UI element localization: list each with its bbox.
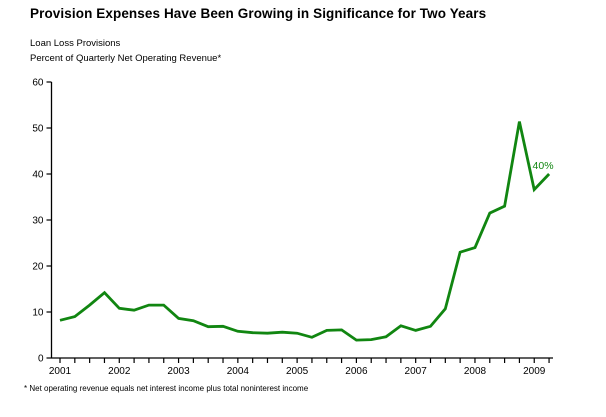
x-axis-year-label: 2004	[227, 366, 250, 377]
y-axis-tick-label: 0	[38, 354, 44, 365]
y-axis-tick-label: 60	[32, 78, 44, 89]
x-axis-year-label: 2001	[49, 366, 72, 377]
chart-title: Provision Expenses Have Been Growing in …	[30, 6, 487, 21]
end-value-label: 40%	[533, 160, 554, 172]
x-axis-year-label: 2007	[405, 366, 428, 377]
y-axis-tick-label: 40	[32, 170, 44, 181]
y-axis-tick-label: 10	[32, 308, 44, 319]
chart-footnote: * Net operating revenue equals net inter…	[24, 384, 309, 393]
x-axis-year-label: 2003	[167, 366, 190, 377]
subtitle-line-1: Loan Loss Provisions	[30, 38, 121, 49]
provision-series-line	[59, 121, 551, 342]
x-axis-year-label: 2006	[345, 366, 368, 377]
y-axis-tick-label: 50	[32, 124, 44, 135]
x-axis-year-label: 2005	[286, 366, 309, 377]
chart-subtitle: Loan Loss Provisions Percent of Quarterl…	[30, 36, 221, 66]
subtitle-line-2: Percent of Quarterly Net Operating Reven…	[30, 53, 222, 64]
x-axis-year-label: 2009	[523, 366, 546, 377]
x-axis-year-label: 2002	[108, 366, 131, 377]
y-axis-tick-label: 20	[32, 262, 44, 273]
x-axis-year-label: 2008	[464, 366, 487, 377]
y-axis-tick-label: 30	[32, 216, 44, 227]
